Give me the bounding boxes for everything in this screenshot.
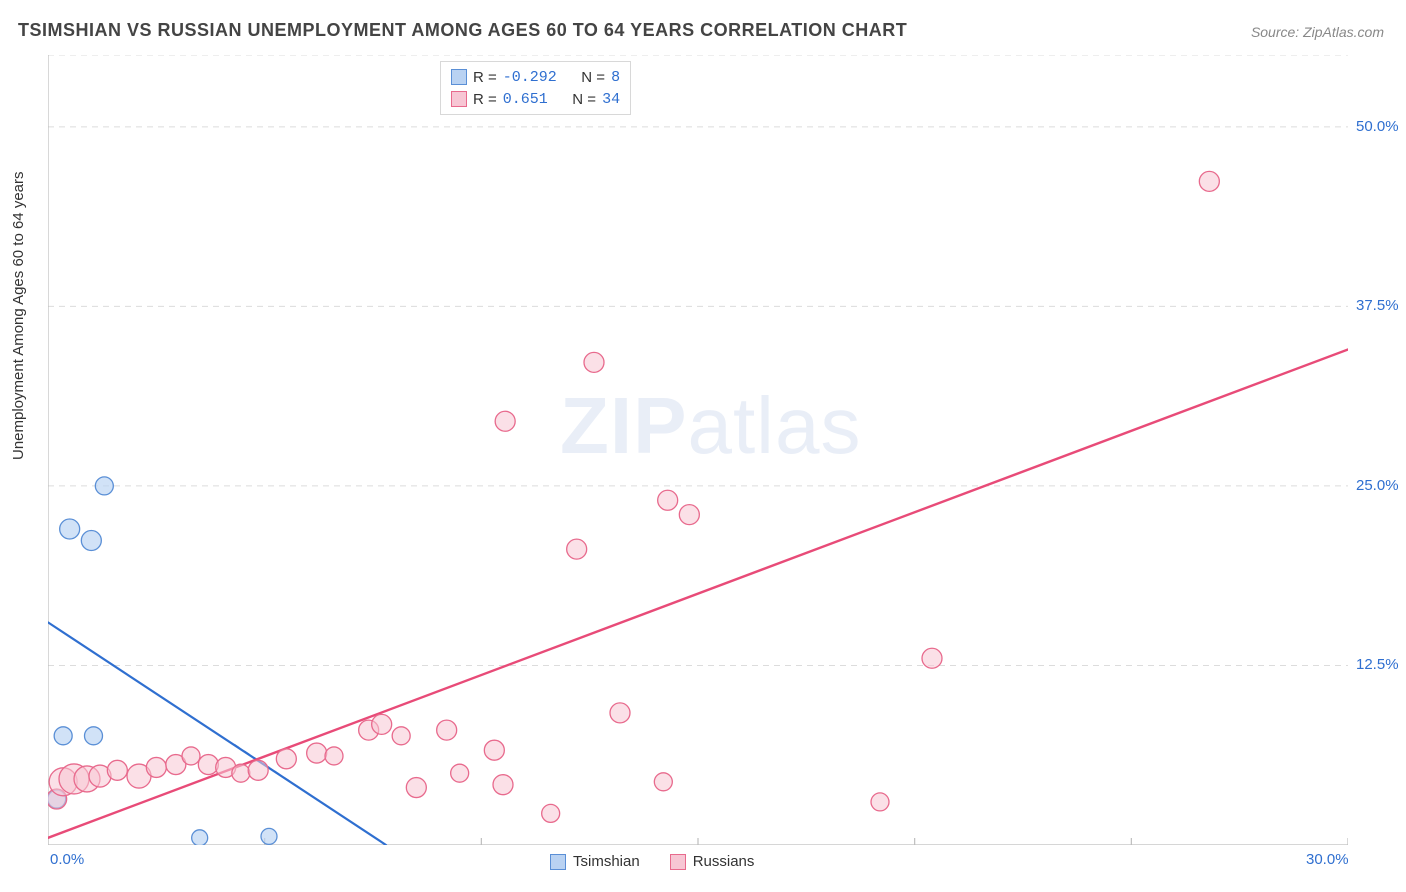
y-tick-label: 50.0% <box>1356 118 1399 135</box>
stats-legend-row: R = 0.651 N = 34 <box>451 88 620 110</box>
x-tick-label: 0.0% <box>50 851 84 868</box>
y-tick-label: 12.5% <box>1356 656 1399 673</box>
legend-swatch <box>670 854 686 870</box>
x-tick-label: 30.0% <box>1306 851 1349 868</box>
legend-label: Tsimshian <box>573 853 640 870</box>
legend-swatch <box>451 91 467 107</box>
stats-legend: R = -0.292 N = 8 R = 0.651 N = 34 <box>440 61 631 115</box>
chart-title: TSIMSHIAN VS RUSSIAN UNEMPLOYMENT AMONG … <box>18 20 907 41</box>
series-legend: Tsimshian Russians <box>550 853 754 870</box>
y-tick-label: 37.5% <box>1356 297 1399 314</box>
stats-legend-row: R = -0.292 N = 8 <box>451 66 620 88</box>
y-axis-label: Unemployment Among Ages 60 to 64 years <box>10 171 27 460</box>
y-tick-label: 25.0% <box>1356 477 1399 494</box>
legend-swatch <box>451 69 467 85</box>
scatter-plot <box>48 55 1348 845</box>
chart-container: TSIMSHIAN VS RUSSIAN UNEMPLOYMENT AMONG … <box>0 0 1406 892</box>
legend-label: Russians <box>693 853 755 870</box>
legend-swatch <box>550 854 566 870</box>
source-attribution: Source: ZipAtlas.com <box>1251 24 1384 40</box>
legend-item: Tsimshian <box>550 853 640 870</box>
legend-item: Russians <box>670 853 755 870</box>
